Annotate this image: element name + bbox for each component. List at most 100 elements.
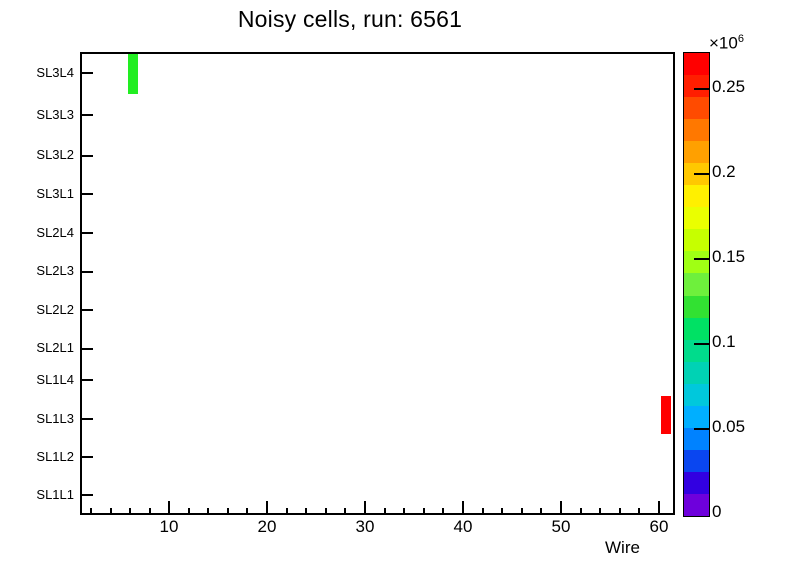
y-axis-label-sl3l2: SL3L2: [36, 147, 74, 162]
colorbar-band-6: [684, 185, 709, 208]
colorbar-band-4: [684, 141, 709, 164]
x-tick-major-20: [266, 501, 268, 515]
colorbar-band-20: [684, 493, 709, 516]
colorbar-tick-0: [694, 88, 709, 90]
y-tick-11: [80, 494, 93, 496]
x-axis-tick-label-60: 60: [649, 517, 669, 536]
plot-data-area: [80, 52, 675, 515]
y-tick-10: [80, 456, 93, 458]
noisy-cell-1: [128, 54, 138, 94]
x-tick-minor-26: [325, 508, 327, 515]
colorbar-band-19: [684, 471, 709, 494]
x-tick-major-30: [364, 501, 366, 515]
x-tick-major-50: [560, 501, 562, 515]
x-tick-minor-12: [188, 508, 190, 515]
colorbar-band-13: [684, 339, 709, 362]
x-tick-minor-8: [149, 508, 151, 515]
y-tick-8: [80, 379, 93, 381]
colorbar-band-11: [684, 295, 709, 318]
y-axis-label-sl1l3: SL1L3: [36, 411, 74, 426]
x-tick-minor-38: [442, 508, 444, 515]
x-tick-minor-52: [580, 508, 582, 515]
colorbar-band-1: [684, 75, 709, 98]
colorbar-tick-1: [694, 173, 709, 175]
colorbar-band-3: [684, 119, 709, 142]
colorbar-tick-3: [694, 343, 709, 345]
y-tick-1: [80, 114, 93, 116]
y-tick-7: [80, 348, 93, 350]
colorbar-band-18: [684, 449, 709, 472]
y-tick-2: [80, 155, 93, 157]
y-axis-label-sl3l3: SL3L3: [36, 107, 74, 122]
y-axis-label-sl2l2: SL2L2: [36, 302, 74, 317]
x-tick-minor-32: [384, 508, 386, 515]
colorbar-band-14: [684, 361, 709, 384]
x-tick-minor-14: [207, 508, 209, 515]
colorbar-exponent-power: 6: [737, 33, 744, 45]
colorbar-tick-label-2: 0.15: [712, 247, 746, 266]
y-axis-label-sl1l4: SL1L4: [36, 372, 74, 387]
colorbar-tick-label-4: 0.05: [712, 417, 746, 436]
x-tick-minor-36: [423, 508, 425, 515]
y-tick-4: [80, 232, 93, 234]
colorbar-band-7: [684, 207, 709, 230]
colorbar-band-16: [684, 405, 709, 428]
y-axis-label-sl2l1: SL2L1: [36, 340, 74, 355]
colorbar-band-15: [684, 383, 709, 406]
x-tick-minor-16: [227, 508, 229, 515]
page-title: Noisy cells, run: 6561: [237, 6, 463, 32]
colorbar-tick-label-0: 0.25: [712, 77, 746, 96]
x-tick-minor-42: [482, 508, 484, 515]
colorbar-tick-label-3: 0.1: [712, 332, 736, 351]
y-tick-9: [80, 418, 93, 420]
y-tick-3: [80, 193, 93, 195]
x-tick-minor-4: [110, 508, 112, 515]
x-tick-major-60: [658, 501, 660, 515]
colorbar-tick-4: [694, 428, 709, 430]
x-tick-minor-18: [246, 508, 248, 515]
x-tick-major-40: [462, 501, 464, 515]
x-tick-minor-58: [638, 508, 640, 515]
colorbar-tick-2: [694, 258, 709, 260]
colorbar-exponent-base: ×10: [709, 33, 738, 53]
y-axis-label-sl2l4: SL2L4: [36, 225, 74, 240]
x-tick-major-10: [168, 501, 170, 515]
x-tick-minor-28: [344, 508, 346, 515]
y-axis-label-sl1l2: SL1L2: [36, 449, 74, 464]
x-tick-minor-48: [540, 508, 542, 515]
x-tick-minor-34: [403, 508, 405, 515]
x-tick-minor-54: [599, 508, 601, 515]
colorbar-exponent-label: ×106: [709, 33, 744, 54]
colorbar-tick-label-1: 0.2: [712, 162, 736, 181]
x-tick-minor-56: [619, 508, 621, 515]
x-axis-tick-label-20: 20: [257, 517, 277, 536]
x-axis-title: Wire: [605, 538, 640, 557]
x-tick-minor-24: [305, 508, 307, 515]
colorbar-tick-label-5: 0: [712, 502, 722, 521]
x-tick-minor-44: [501, 508, 503, 515]
colorbar-band-0: [684, 53, 709, 76]
x-tick-minor-46: [521, 508, 523, 515]
colorbar-band-12: [684, 317, 709, 340]
y-axis-label-sl1l1: SL1L1: [36, 487, 74, 502]
colorbar-band-17: [684, 427, 709, 450]
y-tick-6: [80, 309, 93, 311]
x-axis-tick-label-50: 50: [551, 517, 571, 536]
y-tick-0: [80, 72, 93, 74]
x-tick-minor-22: [286, 508, 288, 515]
y-axis-label-sl2l3: SL2L3: [36, 263, 74, 278]
y-axis-label-sl3l1: SL3L1: [36, 186, 74, 201]
y-tick-5: [80, 271, 93, 273]
plot-frame: [80, 52, 675, 515]
x-axis-tick-label-10: 10: [159, 517, 179, 536]
colorbar-band-8: [684, 229, 709, 252]
noisy-cell-2: [661, 396, 671, 434]
x-tick-minor-2: [90, 508, 92, 515]
y-axis-label-sl3l4: SL3L4: [36, 65, 74, 80]
x-tick-minor-6: [129, 508, 131, 515]
colorbar: [683, 52, 710, 517]
colorbar-band-10: [684, 273, 709, 296]
x-axis-tick-label-40: 40: [453, 517, 473, 536]
colorbar-band-2: [684, 97, 709, 120]
